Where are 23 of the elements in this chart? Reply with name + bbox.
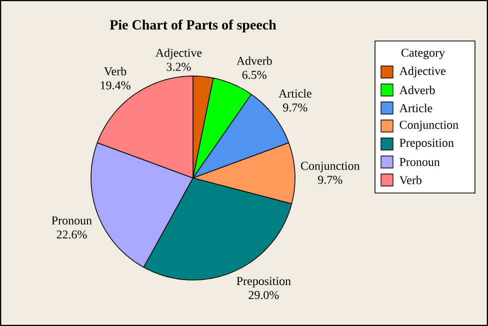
legend-label: Adjective bbox=[399, 66, 446, 78]
legend-label: Preposition bbox=[400, 138, 454, 150]
legend-label: Adverb bbox=[399, 86, 435, 94]
legend-title: Category bbox=[402, 48, 445, 60]
data-label: 3.2% bbox=[166, 62, 191, 71]
slice-label: Verb bbox=[104, 66, 126, 76]
data-label: 9.7% bbox=[283, 103, 308, 112]
slice-label: Conjunction bbox=[300, 162, 360, 172]
slice-label: Preposition bbox=[236, 277, 291, 288]
legend-label: Verb bbox=[399, 176, 422, 184]
data-label: 29.0% bbox=[248, 290, 279, 300]
legend-label: Article bbox=[399, 104, 432, 112]
data-label: 9.7% bbox=[318, 176, 342, 184]
slice-label: Article bbox=[278, 89, 312, 98]
slice-label: Pronoun bbox=[52, 216, 92, 225]
legend-label: Pronoun bbox=[400, 158, 440, 166]
slice-label: Adjective bbox=[156, 48, 202, 60]
data-label: 22.6% bbox=[56, 230, 87, 239]
data-label: 19.4% bbox=[100, 81, 130, 90]
data-label: 6.5% bbox=[242, 70, 266, 79]
legend-label: Conjunction bbox=[400, 120, 458, 132]
chart-title: Pie Chart of Parts of speech bbox=[110, 20, 276, 32]
slice-label: Adverb bbox=[236, 56, 272, 65]
